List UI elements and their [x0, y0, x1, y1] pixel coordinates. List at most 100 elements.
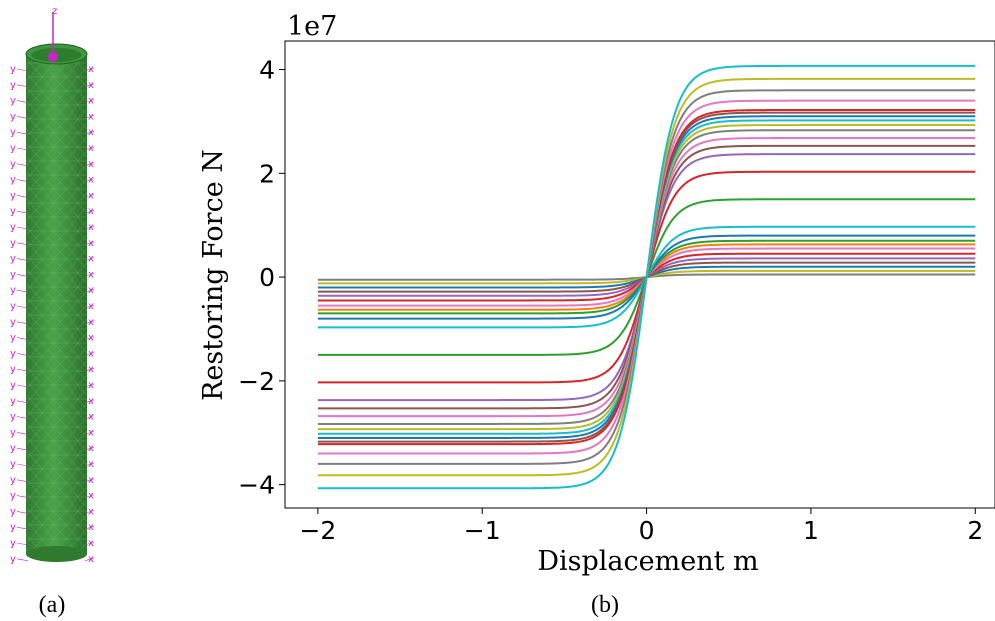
node-leader-line [84, 336, 95, 340]
node-label-y: y [10, 348, 16, 359]
node-label-x: x [88, 427, 94, 438]
node-leader-line [16, 353, 29, 356]
node-label-x: x [88, 459, 94, 470]
y-tick-label: −4 [238, 471, 275, 500]
node-leader-line [84, 115, 95, 119]
node-leader-line [16, 526, 29, 530]
plot-frame [284, 40, 995, 509]
node-leader-line [84, 431, 95, 435]
node-label-y: y [10, 127, 16, 138]
node-label-x: x [88, 127, 94, 138]
node-label-x: x [88, 475, 94, 486]
node-leader-line [84, 162, 95, 167]
node-leader-line [16, 479, 29, 483]
node-label-y: y [10, 538, 16, 549]
node-leader-line [84, 446, 95, 451]
node-label-x: x [88, 412, 94, 423]
node-label-y: y [10, 506, 16, 517]
node-leader-line [16, 84, 29, 88]
node-leader-line [84, 99, 95, 103]
node-leader-line [84, 383, 95, 388]
node-label-x: x [88, 348, 94, 359]
node-leader-line [84, 541, 95, 546]
node-label-y: y [10, 206, 16, 217]
node-label-x: x [88, 333, 94, 344]
node-leader-line [84, 462, 95, 467]
node-leader-line [16, 258, 29, 261]
node-label-y: y [10, 443, 16, 454]
node-label-y: y [10, 380, 16, 391]
node-leader-line [84, 352, 95, 356]
node-label-x: x [88, 506, 94, 517]
chart-series-group [317, 64, 976, 490]
x-tick-label: −2 [299, 516, 336, 545]
node-leader-line [16, 558, 29, 562]
y-tick-label: −2 [238, 367, 275, 396]
node-label-x: x [88, 522, 94, 533]
node-leader-line [16, 163, 29, 167]
node-leader-line [16, 447, 29, 451]
x-axis-ticks: −2 −1 0 1 2 [299, 508, 983, 545]
node-leader-line [84, 130, 95, 135]
cylinder-mesh [26, 54, 87, 554]
node-leader-line [16, 416, 29, 419]
node-label-x: x [88, 317, 94, 328]
node-label-y: y [10, 522, 16, 533]
node-leader-line [84, 257, 95, 261]
node-label-x: x [88, 64, 94, 75]
node-label-x: x [88, 554, 94, 565]
node-label-y: y [10, 317, 16, 328]
node-label-x: x [88, 96, 94, 107]
node-leader-line [16, 400, 29, 404]
y-axis-label: Restoring Force N [198, 149, 229, 401]
node-label-y: y [10, 459, 16, 470]
node-label-y: y [10, 80, 16, 91]
node-leader-line [16, 147, 29, 151]
node-label-x: x [88, 254, 94, 265]
node-label-y: y [10, 333, 16, 344]
node-label-x: x [88, 190, 94, 201]
node-leader-line [84, 83, 95, 88]
node-label-x: x [88, 301, 94, 312]
node-label-y: y [10, 222, 16, 233]
node-leader-line [84, 415, 95, 419]
node-label-y: y [10, 175, 16, 186]
node-label-x: x [88, 380, 94, 391]
node-label-x: x [88, 175, 94, 186]
node-leader-line [16, 337, 29, 340]
node-leader-line [84, 494, 95, 498]
node-label-y: y [10, 64, 16, 75]
node-leader-line [16, 131, 29, 135]
node-leader-line [84, 478, 95, 483]
node-leader-line [16, 226, 29, 230]
node-leader-line [84, 525, 95, 530]
restoring-force-chart: −2 −1 0 1 2 −4 −2 0 2 4 1e7 Displacement m Resto… [198, 11, 995, 577]
node-label-y: y [10, 412, 16, 423]
node-label-x: x [88, 143, 94, 154]
node-leader-line [84, 320, 95, 325]
node-leader-line [84, 304, 95, 309]
node-label-x: x [88, 491, 94, 502]
node-leader-line [84, 209, 95, 214]
node-label-x: x [88, 222, 94, 233]
node-leader-line [16, 274, 29, 277]
node-label-y: y [10, 396, 16, 407]
node-leader-line [16, 242, 29, 246]
node-leader-line [16, 68, 29, 72]
node-leader-line [16, 195, 29, 198]
node-leader-line [16, 495, 29, 498]
y-axis-ticks: −4 −2 0 2 4 [238, 56, 285, 500]
node-leader-line [84, 557, 95, 562]
node-label-y: y [10, 364, 16, 375]
node-label-y: y [10, 285, 16, 296]
node-leader-line [16, 210, 29, 214]
x-tick-label: 1 [803, 516, 819, 545]
node-label-y: y [10, 269, 16, 280]
x-tick-label: 2 [967, 516, 983, 545]
y-tick-label: 4 [259, 56, 275, 85]
node-leader-line [16, 542, 29, 546]
node-leader-line [16, 321, 29, 325]
node-label-y: y [10, 554, 16, 565]
x-tick-label: 0 [639, 516, 655, 545]
